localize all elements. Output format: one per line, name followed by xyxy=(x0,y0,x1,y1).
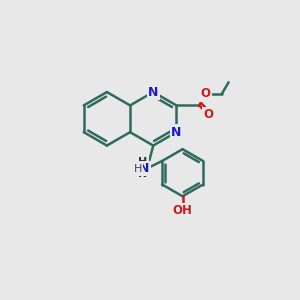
Text: N: N xyxy=(148,85,158,98)
Text: O: O xyxy=(204,108,214,122)
Text: H: H xyxy=(134,164,142,174)
Text: N: N xyxy=(171,126,182,139)
Text: H
N: H N xyxy=(138,158,148,179)
Text: O: O xyxy=(201,87,211,100)
Text: OH: OH xyxy=(172,205,193,218)
Text: N: N xyxy=(139,162,149,175)
